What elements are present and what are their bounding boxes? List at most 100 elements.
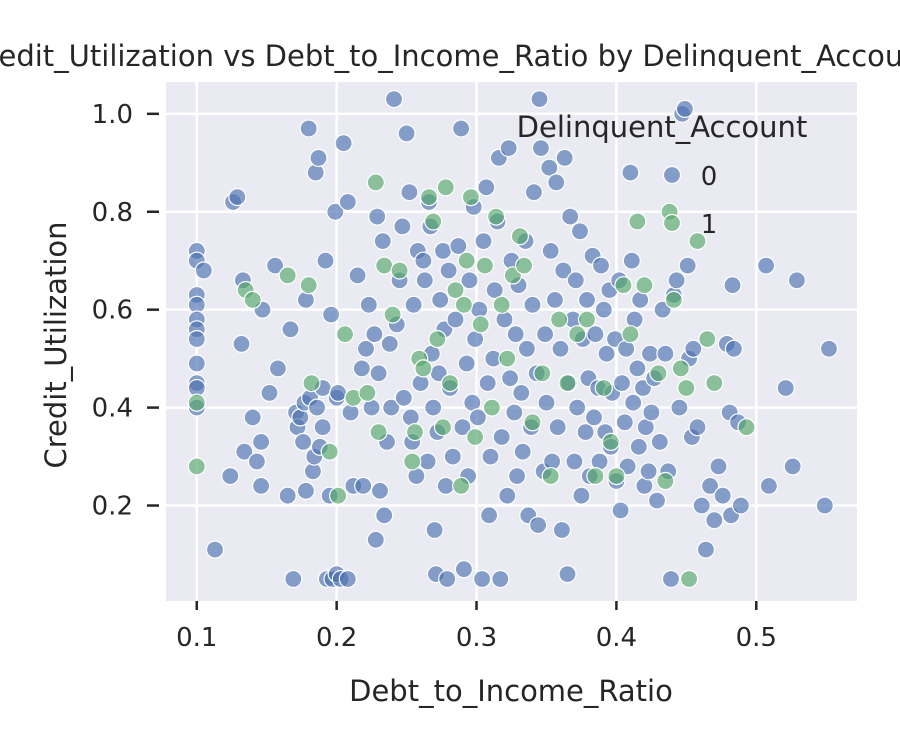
- data-point-delinquent-0: [424, 398, 443, 417]
- data-point-delinquent-0: [414, 251, 433, 270]
- data-point-delinquent-1: [475, 256, 494, 275]
- y-tick-label: 0.6: [92, 296, 133, 326]
- data-point-delinquent-0: [252, 476, 271, 495]
- data-point-delinquent-0: [561, 207, 580, 226]
- x-tick-label: 0.1: [176, 623, 217, 653]
- data-point-delinquent-0: [705, 511, 724, 530]
- data-point-delinquent-1: [243, 290, 262, 309]
- data-point-delinquent-0: [397, 124, 416, 143]
- data-point-delinquent-0: [473, 569, 492, 589]
- data-point-delinquent-0: [624, 393, 643, 412]
- data-point-delinquent-0: [481, 447, 500, 466]
- data-point-delinquent-0: [228, 188, 247, 207]
- data-point-delinquent-0: [368, 207, 387, 226]
- data-point-delinquent-1: [677, 378, 696, 398]
- data-point-delinquent-0: [541, 241, 560, 260]
- data-point-delinquent-0: [495, 310, 514, 329]
- data-point-delinquent-0: [299, 119, 318, 138]
- data-point-delinquent-0: [576, 423, 595, 442]
- data-point-delinquent-1: [320, 442, 339, 461]
- legend-marker-1: [662, 213, 682, 233]
- data-point-delinquent-1: [436, 178, 455, 197]
- data-point-delinquent-0: [692, 496, 711, 515]
- x-tick-label: 0.3: [456, 623, 497, 653]
- data-point-delinquent-0: [411, 374, 430, 393]
- data-point-delinquent-1: [461, 188, 480, 207]
- data-point-delinquent-0: [537, 393, 556, 412]
- data-point-delinquent-0: [457, 354, 476, 373]
- data-point-delinquent-0: [260, 383, 279, 402]
- data-point-delinquent-0: [501, 369, 520, 388]
- data-point-delinquent-0: [783, 457, 802, 476]
- x-axis-label: Debt_to_Income_Ratio: [349, 674, 673, 708]
- data-point-delinquent-0: [759, 476, 779, 495]
- x-tick-label: 0.5: [736, 623, 777, 653]
- data-point-delinquent-1: [498, 349, 517, 368]
- data-point-delinquent-0: [243, 408, 262, 427]
- data-point-delinquent-1: [594, 378, 613, 398]
- data-point-delinquent-0: [232, 334, 251, 353]
- data-point-delinquent-0: [322, 305, 341, 324]
- data-point-delinquent-0: [597, 344, 616, 363]
- data-point-delinquent-0: [554, 261, 573, 280]
- data-point-delinquent-0: [453, 418, 472, 437]
- data-point-delinquent-0: [436, 476, 455, 495]
- data-point-delinquent-0: [551, 339, 570, 358]
- data-point-delinquent-1: [679, 569, 699, 589]
- data-point-delinquent-1: [440, 374, 460, 393]
- data-point-delinquent-0: [431, 290, 450, 309]
- data-point-delinquent-0: [454, 560, 473, 579]
- data-point-delinquent-0: [393, 217, 412, 236]
- data-point-delinquent-1: [487, 207, 506, 226]
- data-point-delinquent-0: [480, 506, 499, 525]
- data-point-delinquent-0: [667, 271, 686, 290]
- data-point-delinquent-0: [615, 413, 634, 432]
- data-point-delinquent-0: [468, 408, 487, 427]
- data-point-delinquent-0: [621, 163, 640, 182]
- data-point-delinquent-0: [530, 89, 549, 109]
- data-point-delinquent-0: [382, 398, 401, 417]
- x-tick-label: 0.4: [596, 623, 637, 653]
- data-point-delinquent-1: [452, 476, 471, 495]
- data-point-delinquent-1: [549, 310, 569, 329]
- data-point-delinquent-0: [348, 266, 367, 285]
- data-point-delinquent-1: [558, 374, 577, 393]
- data-point-delinquent-1: [329, 486, 348, 505]
- data-point-delinquent-1: [649, 364, 668, 383]
- data-point-delinquent-0: [628, 359, 647, 378]
- data-point-delinquent-0: [266, 256, 285, 275]
- x-tick-label: 0.2: [316, 623, 357, 653]
- data-point-delinquent-1: [541, 467, 560, 486]
- data-point-delinquent-1: [510, 227, 530, 246]
- data-point-delinquent-0: [278, 486, 297, 505]
- data-point-delinquent-0: [622, 251, 641, 270]
- data-point-delinquent-0: [517, 339, 537, 358]
- data-point-delinquent-1: [390, 261, 409, 280]
- data-point-delinquent-0: [819, 339, 839, 358]
- data-point-delinquent-0: [418, 452, 437, 471]
- data-point-delinquent-0: [586, 325, 605, 344]
- data-point-delinquent-0: [611, 501, 630, 520]
- data-point-delinquent-0: [492, 427, 511, 447]
- data-point-delinquent-0: [384, 89, 404, 109]
- data-point-delinquent-0: [205, 540, 225, 559]
- data-point-delinquent-0: [723, 276, 742, 295]
- data-point-delinquent-1: [375, 256, 394, 275]
- data-point-delinquent-0: [478, 374, 497, 393]
- data-point-delinquent-0: [438, 569, 457, 589]
- data-point-delinquent-0: [656, 344, 675, 363]
- data-point-delinquent-1: [705, 374, 724, 393]
- legend-title: Delinquent_Account: [517, 110, 808, 144]
- data-point-delinquent-0: [555, 148, 574, 167]
- data-point-delinquent-0: [548, 418, 567, 437]
- y-tick-label: 0.2: [92, 492, 133, 522]
- y-tick-label: 1.0: [92, 100, 133, 130]
- data-point-delinquent-0: [366, 530, 385, 549]
- data-point-delinquent-0: [296, 481, 315, 500]
- data-point-delinquent-0: [334, 134, 353, 153]
- data-point-delinquent-0: [308, 398, 327, 417]
- data-point-delinquent-0: [433, 241, 453, 260]
- data-point-delinquent-0: [380, 334, 399, 353]
- data-point-delinquent-1: [514, 256, 534, 275]
- data-point-delinquent-1: [482, 398, 501, 417]
